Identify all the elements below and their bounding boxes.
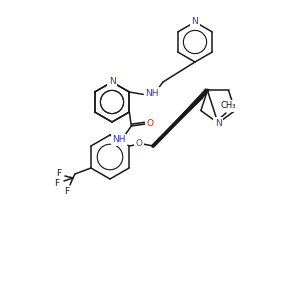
Polygon shape bbox=[153, 89, 207, 146]
Text: O: O bbox=[136, 140, 142, 148]
Text: NH: NH bbox=[145, 88, 159, 98]
Text: N: N bbox=[192, 17, 198, 26]
Text: NH: NH bbox=[112, 136, 126, 145]
Text: CH₃: CH₃ bbox=[220, 101, 236, 110]
Text: O: O bbox=[147, 119, 154, 128]
Text: F: F bbox=[54, 178, 59, 188]
Text: N: N bbox=[109, 77, 116, 86]
Text: N: N bbox=[214, 118, 221, 127]
Text: CH₃: CH₃ bbox=[220, 101, 236, 110]
Text: O: O bbox=[136, 140, 142, 148]
Text: N: N bbox=[214, 118, 221, 127]
Text: F: F bbox=[56, 169, 61, 178]
Text: O: O bbox=[147, 119, 154, 128]
Text: N: N bbox=[109, 77, 116, 86]
Text: NH: NH bbox=[145, 88, 159, 98]
Text: N: N bbox=[192, 17, 198, 26]
Text: NH: NH bbox=[112, 136, 126, 145]
Text: F: F bbox=[64, 188, 70, 196]
